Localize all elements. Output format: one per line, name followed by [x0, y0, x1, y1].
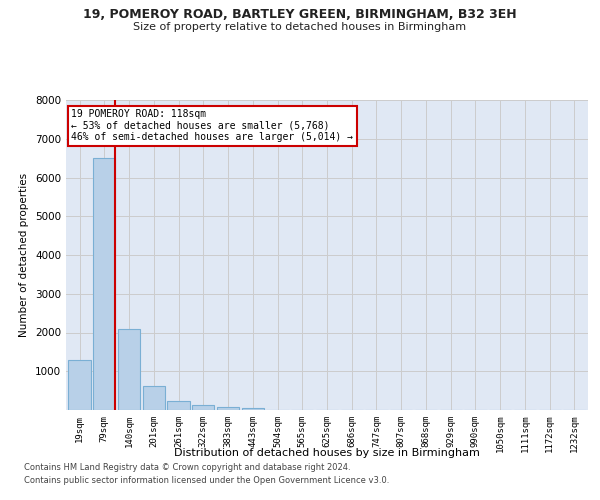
- Bar: [68, 360, 91, 410]
- Text: Contains HM Land Registry data © Crown copyright and database right 2024.: Contains HM Land Registry data © Crown c…: [24, 464, 350, 472]
- Text: 19 POMEROY ROAD: 118sqm
← 53% of detached houses are smaller (5,768)
46% of semi: 19 POMEROY ROAD: 118sqm ← 53% of detache…: [71, 110, 353, 142]
- Bar: [217, 406, 239, 410]
- Bar: [118, 330, 140, 410]
- Bar: [93, 158, 115, 410]
- Text: 19, POMEROY ROAD, BARTLEY GREEN, BIRMINGHAM, B32 3EH: 19, POMEROY ROAD, BARTLEY GREEN, BIRMING…: [83, 8, 517, 20]
- Bar: [143, 386, 165, 410]
- Text: Distribution of detached houses by size in Birmingham: Distribution of detached houses by size …: [174, 448, 480, 458]
- Bar: [167, 400, 190, 410]
- Bar: [192, 405, 214, 410]
- Bar: [242, 408, 264, 410]
- Y-axis label: Number of detached properties: Number of detached properties: [19, 173, 29, 337]
- Text: Contains public sector information licensed under the Open Government Licence v3: Contains public sector information licen…: [24, 476, 389, 485]
- Text: Size of property relative to detached houses in Birmingham: Size of property relative to detached ho…: [133, 22, 467, 32]
